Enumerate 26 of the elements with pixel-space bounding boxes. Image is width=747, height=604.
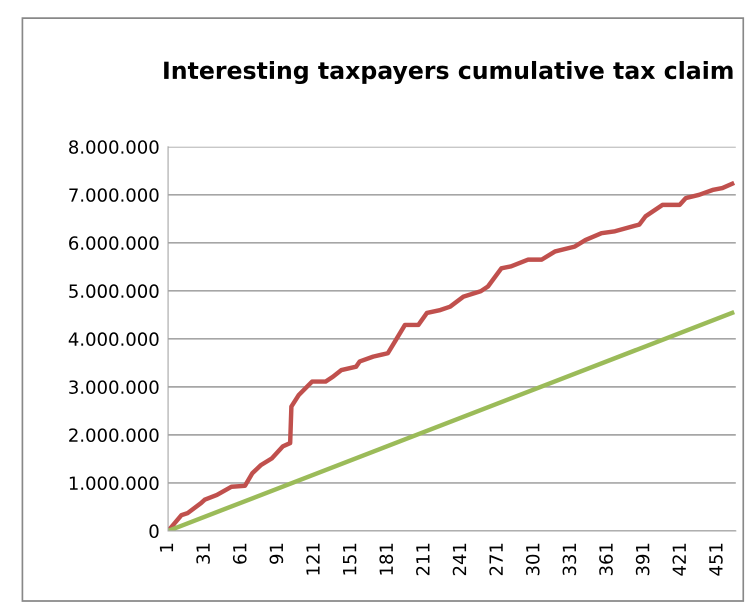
x-tick-label: 61 [232,544,247,564]
x-tick-label: 211 [416,544,430,576]
y-tick-label: 6.000.000 [69,236,159,250]
y-tick-label: 1.000.000 [70,476,159,490]
y-tick-label: 7.000.000 [69,188,159,202]
y-tick-label: 4.000.000 [68,332,159,346]
y-tick-label: 8.000.000 [69,140,159,154]
x-tick-label: 181 [379,544,394,575]
x-tick-label: 361 [599,544,613,576]
y-tick-label: 0 [149,524,159,538]
x-tick-label: 31 [196,544,210,564]
y-tick-label: 2.000.000 [69,428,159,442]
y-tick-label: 3.000.000 [69,380,159,394]
x-tick-label: 241 [452,544,466,576]
chart-title: Interesting taxpayers cumulative tax claim [164,60,733,84]
x-tick-label: 391 [636,544,650,576]
y-tick-label: 5.000.000 [69,284,159,298]
x-tick-label: 151 [343,544,356,575]
x-tick-label: 301 [526,544,540,576]
x-tick-label: 91 [270,544,284,564]
x-tick-label: 271 [489,544,503,576]
x-tick-label: 331 [562,544,576,576]
x-tick-label: 451 [709,544,723,576]
x-tick-label: 421 [672,544,686,576]
x-tick-label: 1 [160,544,174,552]
x-tick-label: 121 [306,544,320,575]
